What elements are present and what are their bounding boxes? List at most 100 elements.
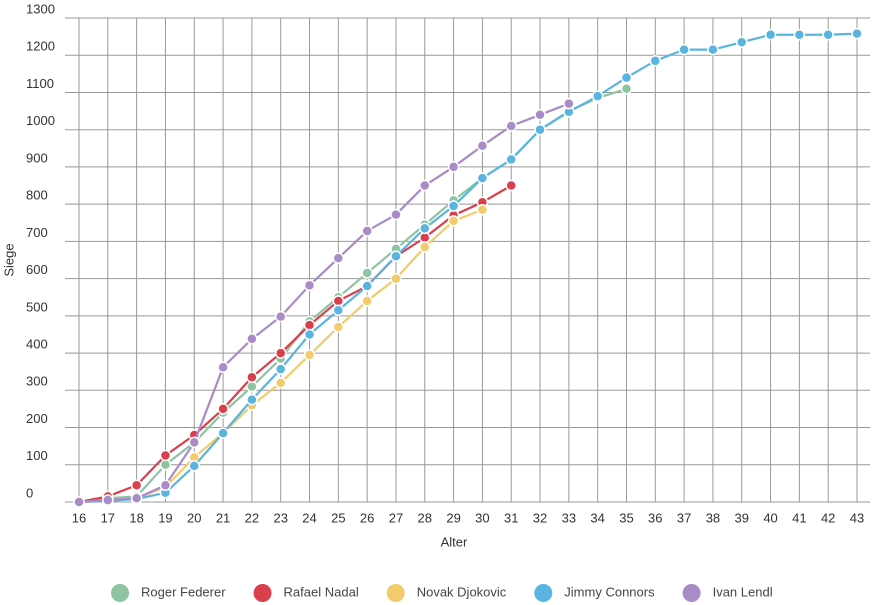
data-point bbox=[274, 377, 287, 389]
y-tick-label: 700 bbox=[26, 225, 48, 240]
x-tick-label: 39 bbox=[735, 510, 749, 525]
data-point bbox=[390, 272, 402, 285]
legend-swatch bbox=[253, 584, 272, 602]
x-tick-label: 36 bbox=[648, 510, 662, 525]
data-point bbox=[447, 200, 460, 212]
y-tick-label: 600 bbox=[26, 262, 48, 277]
data-point bbox=[159, 459, 172, 471]
y-tick-label: 0 bbox=[26, 485, 33, 500]
x-tick-label: 32 bbox=[533, 510, 547, 525]
data-point bbox=[217, 403, 229, 415]
data-point bbox=[735, 36, 748, 48]
data-point bbox=[217, 427, 229, 439]
data-point bbox=[159, 479, 172, 491]
x-tick-label: 34 bbox=[590, 510, 604, 525]
data-point bbox=[188, 460, 201, 472]
data-point bbox=[447, 161, 460, 173]
x-tick-label: 35 bbox=[619, 510, 633, 525]
y-tick-label: 1100 bbox=[26, 76, 54, 91]
y-tick-label: 100 bbox=[26, 448, 48, 463]
data-point bbox=[793, 29, 806, 41]
data-point bbox=[188, 436, 201, 449]
y-axis-label: Siege bbox=[1, 243, 16, 276]
x-tick-label: 20 bbox=[187, 510, 201, 525]
series-line bbox=[78, 102, 570, 504]
x-tick-label: 31 bbox=[504, 510, 518, 525]
y-tick-label: 300 bbox=[26, 374, 48, 389]
data-point bbox=[390, 208, 402, 221]
data-point bbox=[476, 203, 489, 216]
data-point bbox=[332, 321, 345, 333]
data-point bbox=[73, 496, 85, 508]
data-point bbox=[419, 241, 431, 253]
x-tick-label: 21 bbox=[216, 510, 230, 525]
data-point bbox=[620, 82, 633, 95]
data-point bbox=[390, 250, 402, 263]
data-point bbox=[419, 222, 431, 235]
data-point bbox=[419, 231, 431, 244]
legend-swatch bbox=[682, 584, 701, 602]
data-point bbox=[764, 29, 777, 41]
data-point bbox=[476, 172, 489, 184]
legend-label: Roger Federer bbox=[141, 584, 226, 599]
data-point bbox=[505, 179, 517, 192]
data-point bbox=[303, 279, 316, 292]
data-point bbox=[274, 310, 287, 323]
x-tick-label: 43 bbox=[850, 510, 864, 525]
x-tick-label: 37 bbox=[677, 510, 691, 525]
data-point bbox=[274, 347, 287, 359]
data-point bbox=[332, 252, 345, 264]
series-line bbox=[78, 32, 858, 504]
legend-label: Ivan Lendl bbox=[713, 584, 773, 599]
y-tick-label: 200 bbox=[26, 411, 48, 426]
legend-label: Jimmy Connors bbox=[564, 584, 655, 599]
x-tick-label: 42 bbox=[821, 510, 835, 525]
data-point bbox=[361, 295, 373, 307]
data-point bbox=[851, 27, 863, 40]
data-point bbox=[534, 109, 546, 121]
x-tick-label: 18 bbox=[129, 510, 143, 525]
data-point bbox=[505, 120, 517, 132]
data-point bbox=[217, 361, 229, 373]
data-point bbox=[246, 393, 258, 406]
y-tick-label: 400 bbox=[26, 337, 48, 352]
data-point bbox=[822, 29, 834, 41]
y-tick-label: 800 bbox=[26, 188, 48, 203]
data-point bbox=[159, 449, 172, 462]
x-tick-label: 24 bbox=[302, 510, 316, 525]
data-point bbox=[649, 55, 662, 67]
data-point bbox=[246, 380, 258, 393]
legend-swatch bbox=[534, 584, 553, 602]
data-point bbox=[332, 295, 345, 307]
x-tick-label: 29 bbox=[446, 510, 460, 525]
x-tick-label: 26 bbox=[360, 510, 374, 525]
data-point bbox=[303, 349, 316, 361]
data-point bbox=[130, 479, 143, 491]
x-tick-label: 40 bbox=[763, 510, 777, 525]
data-point bbox=[102, 494, 114, 506]
data-point bbox=[419, 179, 431, 192]
x-tick-label: 33 bbox=[562, 510, 576, 525]
data-point bbox=[303, 328, 316, 341]
data-point bbox=[332, 304, 345, 317]
data-point bbox=[361, 225, 373, 237]
data-point bbox=[707, 43, 719, 56]
x-tick-label: 17 bbox=[101, 510, 115, 525]
x-tick-label: 41 bbox=[792, 510, 806, 525]
x-tick-label: 30 bbox=[475, 510, 489, 525]
legend-swatch bbox=[111, 584, 129, 602]
data-point bbox=[447, 215, 460, 227]
x-tick-label: 38 bbox=[706, 510, 720, 525]
y-tick-label: 500 bbox=[26, 299, 48, 314]
x-axis-label: Alter bbox=[441, 534, 468, 549]
data-point bbox=[591, 90, 604, 102]
x-tick-label: 16 bbox=[72, 510, 86, 525]
y-tick-label: 1200 bbox=[26, 39, 55, 54]
x-tick-label: 27 bbox=[389, 510, 403, 525]
data-point bbox=[505, 153, 517, 166]
y-tick-label: 1300 bbox=[26, 1, 55, 16]
data-point bbox=[678, 43, 690, 56]
data-point bbox=[534, 123, 546, 136]
data-point bbox=[274, 363, 287, 375]
